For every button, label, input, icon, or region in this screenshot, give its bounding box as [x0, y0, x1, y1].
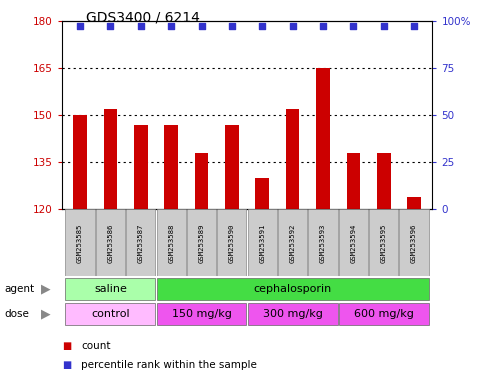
- Text: cephalosporin: cephalosporin: [254, 284, 332, 294]
- Text: ▶: ▶: [41, 308, 51, 320]
- Bar: [73, 115, 87, 209]
- Text: GSM253594: GSM253594: [350, 223, 356, 263]
- Text: GSM253593: GSM253593: [320, 223, 326, 263]
- Bar: [248, 303, 338, 325]
- Point: [350, 23, 357, 29]
- Text: control: control: [91, 309, 130, 319]
- Bar: [66, 278, 156, 300]
- Text: count: count: [81, 341, 111, 351]
- Bar: [377, 153, 391, 209]
- Point: [76, 23, 84, 29]
- Text: GSM253591: GSM253591: [259, 223, 265, 263]
- Text: saline: saline: [94, 284, 127, 294]
- Bar: [369, 209, 398, 276]
- Bar: [96, 209, 125, 276]
- Text: GSM253588: GSM253588: [168, 223, 174, 263]
- Bar: [126, 209, 156, 276]
- Bar: [256, 178, 269, 209]
- Text: ▶: ▶: [41, 283, 51, 295]
- Bar: [286, 109, 299, 209]
- Text: GSM253595: GSM253595: [381, 223, 387, 263]
- Bar: [407, 197, 421, 209]
- Point: [167, 23, 175, 29]
- Point: [198, 23, 205, 29]
- Point: [410, 23, 418, 29]
- Bar: [164, 124, 178, 209]
- Bar: [195, 153, 208, 209]
- Point: [319, 23, 327, 29]
- Bar: [339, 303, 428, 325]
- Text: GSM253596: GSM253596: [411, 223, 417, 263]
- Point: [258, 23, 266, 29]
- Bar: [156, 278, 428, 300]
- Bar: [399, 209, 428, 276]
- Point: [107, 23, 114, 29]
- Bar: [308, 209, 338, 276]
- Bar: [156, 209, 186, 276]
- Point: [380, 23, 387, 29]
- Bar: [134, 124, 148, 209]
- Point: [228, 23, 236, 29]
- Text: GSM253586: GSM253586: [107, 223, 114, 263]
- Bar: [217, 209, 246, 276]
- Text: GDS3400 / 6214: GDS3400 / 6214: [86, 11, 200, 25]
- Bar: [156, 303, 246, 325]
- Text: GSM253589: GSM253589: [199, 223, 204, 263]
- Text: GSM253590: GSM253590: [229, 223, 235, 263]
- Bar: [225, 124, 239, 209]
- Text: dose: dose: [5, 309, 30, 319]
- Text: GSM253585: GSM253585: [77, 223, 83, 263]
- Bar: [278, 209, 307, 276]
- Point: [137, 23, 144, 29]
- Text: 600 mg/kg: 600 mg/kg: [354, 309, 413, 319]
- Text: 150 mg/kg: 150 mg/kg: [171, 309, 231, 319]
- Bar: [339, 209, 368, 276]
- Bar: [187, 209, 216, 276]
- Bar: [103, 109, 117, 209]
- Text: agent: agent: [5, 284, 35, 294]
- Text: percentile rank within the sample: percentile rank within the sample: [81, 360, 257, 370]
- Bar: [248, 209, 277, 276]
- Bar: [346, 153, 360, 209]
- Text: ■: ■: [62, 360, 71, 370]
- Point: [289, 23, 297, 29]
- Bar: [66, 209, 95, 276]
- Text: ■: ■: [62, 341, 71, 351]
- Text: GSM253592: GSM253592: [290, 223, 296, 263]
- Bar: [316, 68, 330, 209]
- Text: GSM253587: GSM253587: [138, 223, 144, 263]
- Bar: [66, 303, 156, 325]
- Text: 300 mg/kg: 300 mg/kg: [263, 309, 323, 319]
